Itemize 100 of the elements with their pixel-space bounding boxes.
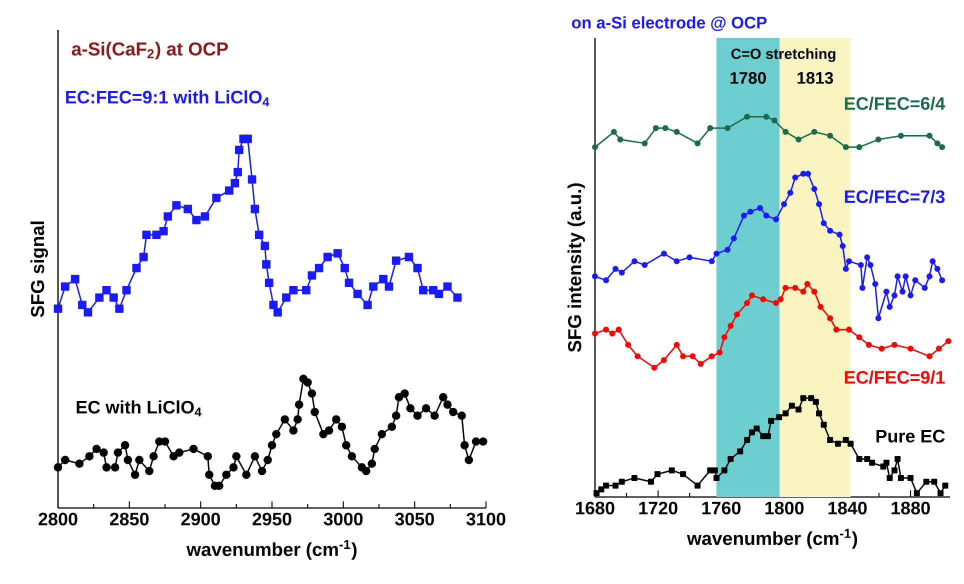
point	[781, 201, 788, 208]
point	[898, 132, 904, 139]
point	[796, 136, 802, 143]
x-axis-title: wavenumber (cm$^{-1}$)	[686, 528, 858, 549]
point	[434, 290, 444, 298]
point	[926, 273, 932, 280]
point	[282, 293, 290, 302]
point	[184, 204, 192, 214]
point	[878, 346, 885, 352]
point	[763, 212, 770, 219]
point	[856, 334, 862, 340]
point	[453, 293, 462, 302]
point	[800, 170, 806, 177]
series-label: Pure EC	[876, 430, 945, 443]
point	[592, 144, 598, 150]
point	[846, 258, 852, 264]
point	[594, 490, 600, 496]
point	[159, 226, 168, 236]
point	[864, 456, 870, 462]
point	[827, 436, 834, 443]
point	[872, 281, 878, 288]
point	[612, 266, 619, 272]
point	[716, 349, 723, 356]
point	[262, 260, 270, 269]
point	[875, 315, 882, 322]
x-tick-label: 1680	[576, 502, 614, 514]
point	[800, 395, 806, 402]
point	[923, 478, 930, 485]
point	[122, 286, 131, 294]
point	[708, 258, 715, 264]
point	[842, 144, 849, 150]
point	[939, 144, 946, 150]
point	[827, 315, 834, 322]
point	[674, 342, 680, 348]
point	[768, 418, 774, 424]
point	[674, 258, 680, 264]
point	[333, 249, 342, 258]
point	[109, 293, 118, 302]
x-tick-label: 1840	[828, 502, 867, 514]
point	[782, 128, 789, 135]
band-label: 1813	[798, 72, 834, 84]
point	[800, 288, 806, 295]
point	[363, 300, 372, 310]
point	[728, 322, 734, 329]
x-tick-label: 1800	[765, 502, 804, 514]
series-label: EC/FEC=6/4	[844, 96, 946, 110]
point	[805, 170, 812, 177]
point	[900, 288, 906, 295]
series-label: EC:FEC=9:1 with LiClO$_{4}$	[66, 90, 270, 106]
x-tick-label: 2850	[110, 512, 149, 526]
series-label: EC with LiClO$_{4}$	[76, 400, 202, 416]
point	[772, 216, 779, 222]
point	[858, 262, 864, 268]
x-tick-label: 2900	[181, 512, 220, 526]
point	[192, 216, 201, 224]
point	[680, 353, 686, 360]
point	[404, 252, 414, 262]
point	[796, 406, 802, 413]
point	[651, 364, 658, 371]
point	[690, 353, 696, 360]
point	[792, 284, 798, 291]
point	[875, 136, 882, 143]
point	[788, 402, 795, 409]
point	[737, 448, 744, 454]
point	[654, 471, 660, 478]
point	[598, 486, 604, 492]
x-tick-label: 3100	[466, 512, 506, 526]
point	[827, 132, 834, 139]
point	[379, 274, 388, 284]
point	[634, 353, 641, 360]
point	[760, 296, 766, 302]
point	[102, 286, 111, 294]
point	[859, 284, 866, 291]
point	[776, 414, 782, 420]
point	[856, 144, 862, 150]
point	[660, 250, 667, 257]
point	[869, 460, 876, 466]
point	[734, 311, 740, 318]
point	[308, 271, 316, 280]
point	[912, 277, 918, 284]
point	[115, 304, 124, 313]
point	[936, 346, 942, 352]
point	[603, 482, 610, 489]
series-label: EC/FEC=9/1	[844, 370, 945, 384]
point	[848, 440, 854, 447]
point	[931, 478, 938, 485]
point	[747, 208, 754, 215]
point	[631, 474, 638, 481]
point	[234, 168, 242, 176]
point	[748, 429, 755, 436]
chart-title: on a-Si electrode @ OCP	[572, 16, 767, 31]
x-tick-label: 1880	[892, 502, 930, 514]
point	[721, 467, 728, 474]
point	[642, 262, 648, 268]
point	[230, 178, 240, 188]
point	[816, 201, 822, 208]
point	[616, 326, 622, 333]
point	[820, 422, 827, 428]
point	[625, 342, 632, 348]
point	[744, 436, 750, 443]
